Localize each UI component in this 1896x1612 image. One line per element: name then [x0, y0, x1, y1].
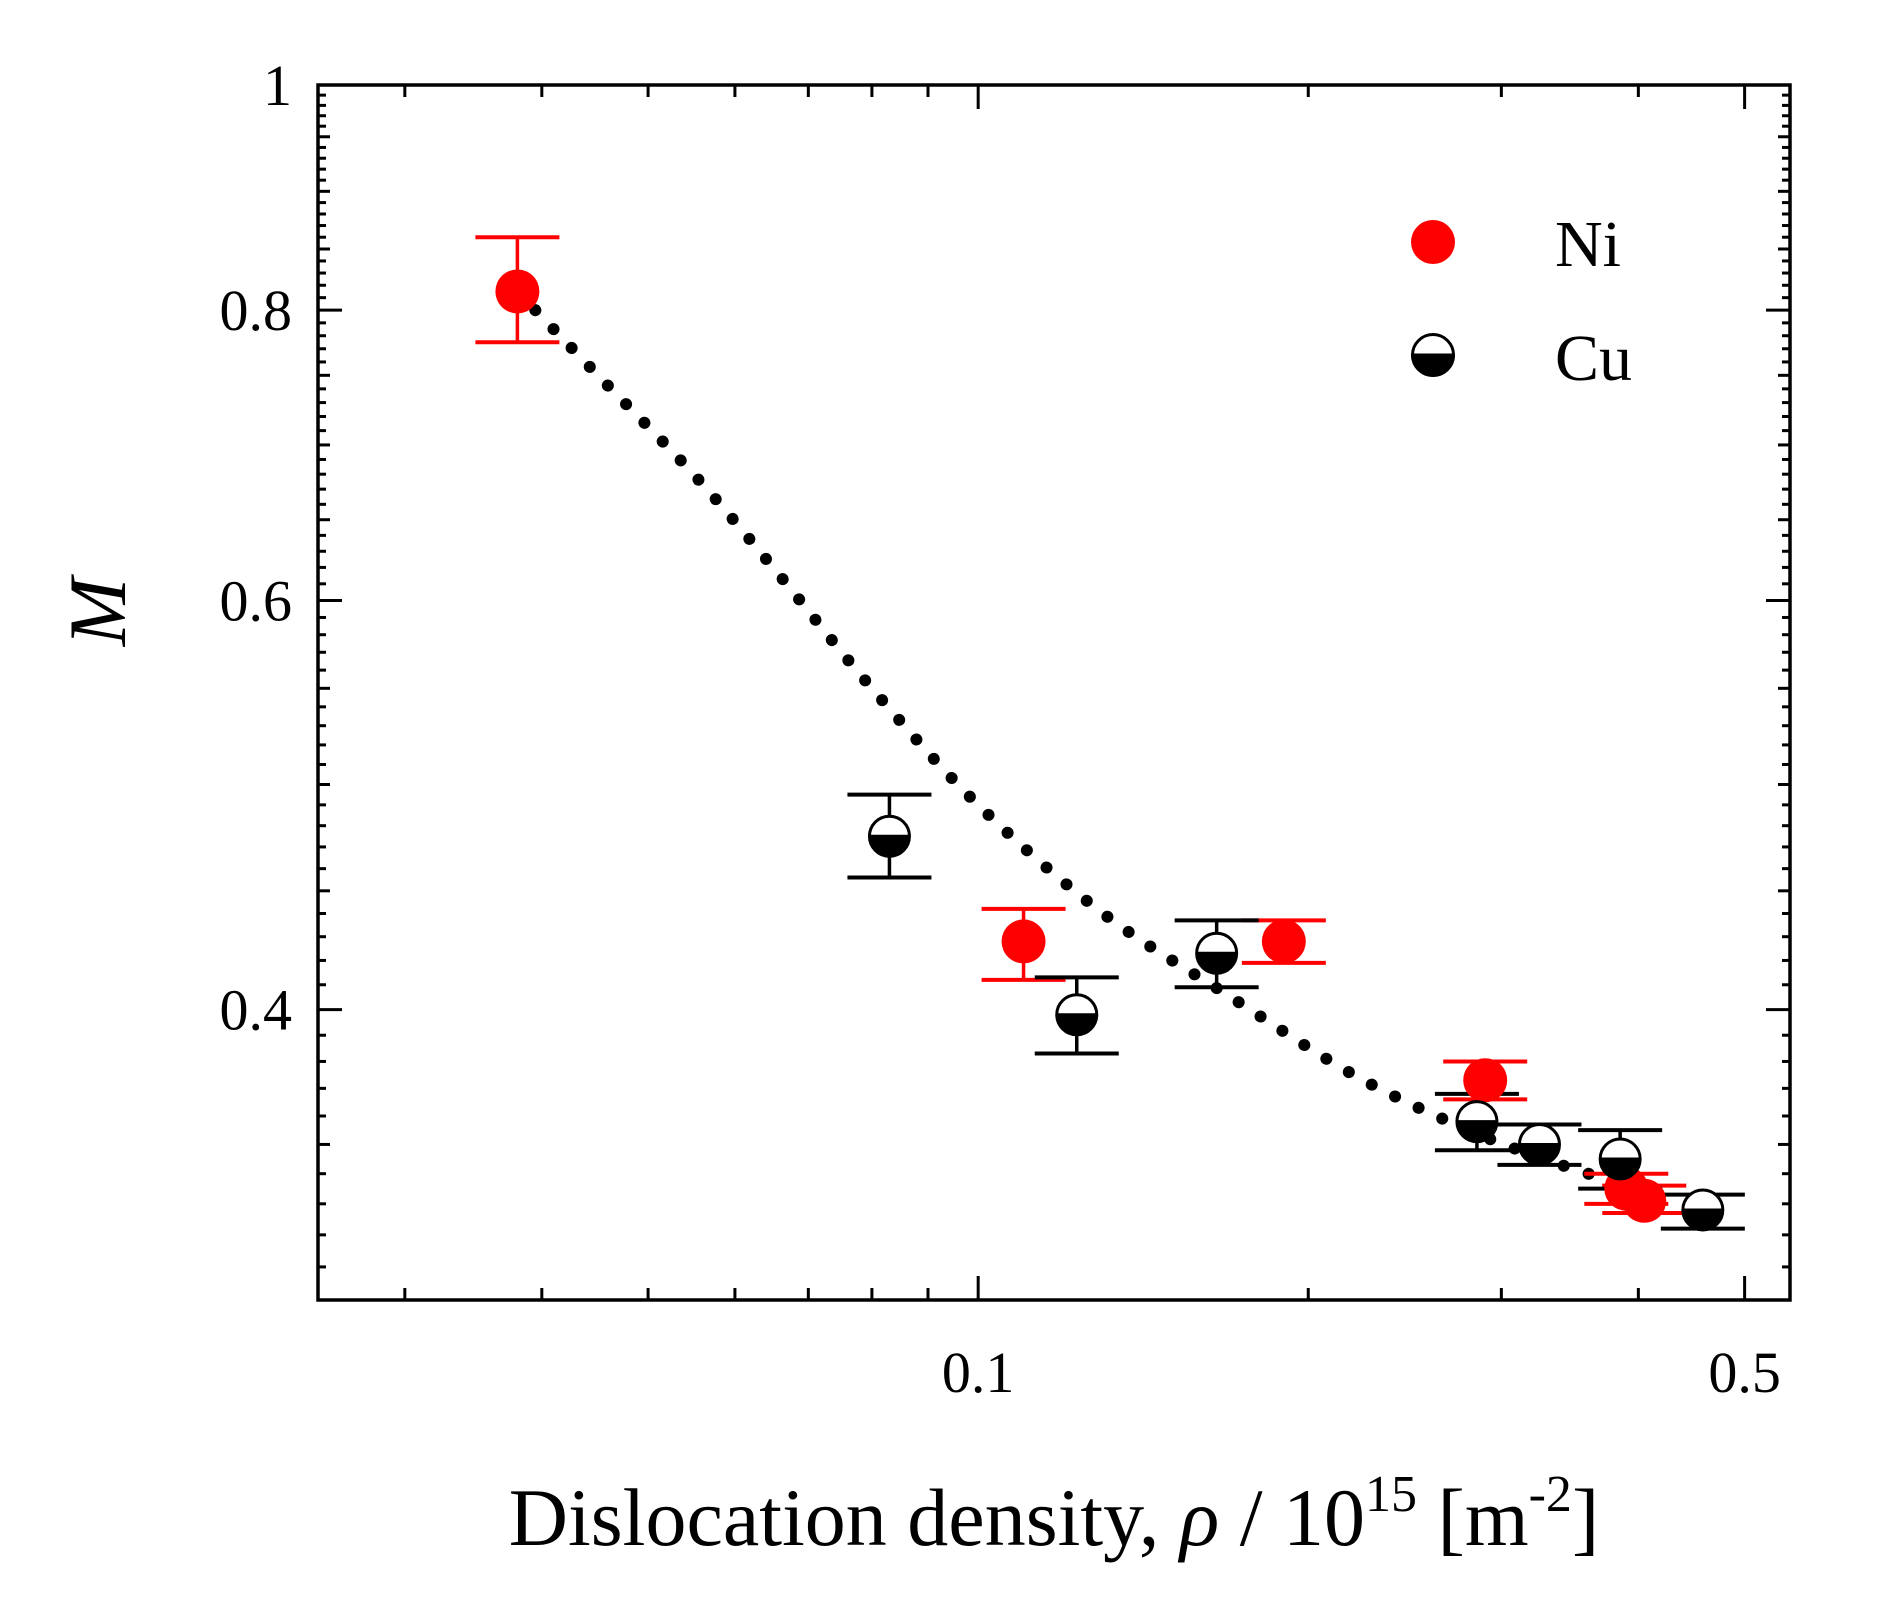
x-axis-title-unit-open: [m [1417, 1472, 1529, 1563]
y-tick-label: 0.8 [220, 278, 293, 343]
cu-point-lower-half [1195, 953, 1238, 975]
legend-cu-marker [1411, 333, 1455, 377]
x-tick-labels: 0.1 0.5 [942, 1340, 1781, 1405]
x-axis-title: Dislocation density, ρ / 1015 [m-2] [509, 1466, 1600, 1563]
y-tick-label: 1 [263, 53, 292, 118]
cu-point [867, 814, 911, 858]
cu-point [1055, 993, 1099, 1037]
ni-point [495, 269, 540, 314]
data-points [495, 269, 1725, 1232]
x-axis-title-unit-exp: -2 [1529, 1466, 1572, 1523]
y-axis-title: M [52, 573, 143, 647]
cu-point-lower-half [1055, 1014, 1098, 1036]
legend: Ni Cu [1411, 208, 1632, 395]
legend-ni-label: Ni [1555, 208, 1621, 281]
cu-point [1517, 1122, 1561, 1166]
x-axis-title-mid: / 10 [1219, 1472, 1365, 1563]
cu-point-lower-half [868, 836, 911, 858]
x-tick-label: 0.5 [1708, 1340, 1781, 1405]
x-axis-title-main: Dislocation density, [509, 1472, 1180, 1563]
ni-point [1622, 1178, 1667, 1223]
cu-point [1455, 1100, 1499, 1144]
ni-point [1001, 919, 1046, 964]
x-axis-title-exp: 15 [1365, 1466, 1417, 1523]
cu-point [1195, 931, 1239, 975]
x-axis-title-unit-close: ] [1572, 1472, 1599, 1563]
cu-point [1598, 1137, 1642, 1181]
legend-ni-marker [1411, 220, 1455, 264]
legend-cu-label: Cu [1555, 322, 1632, 395]
y-tick-label: 0.6 [220, 569, 293, 634]
plot-frame [316, 83, 1792, 1302]
ni-point [1261, 919, 1306, 964]
y-tick-label: 0.4 [220, 978, 293, 1043]
y-tick-labels: 0.4 0.6 0.8 1 [220, 53, 293, 1043]
x-axis-title-symbol: ρ [1177, 1472, 1219, 1563]
cu-point [1681, 1188, 1725, 1232]
ni-point [1463, 1058, 1508, 1103]
x-tick-label: 0.1 [942, 1340, 1015, 1405]
cu-point-lower-half [1518, 1144, 1561, 1166]
